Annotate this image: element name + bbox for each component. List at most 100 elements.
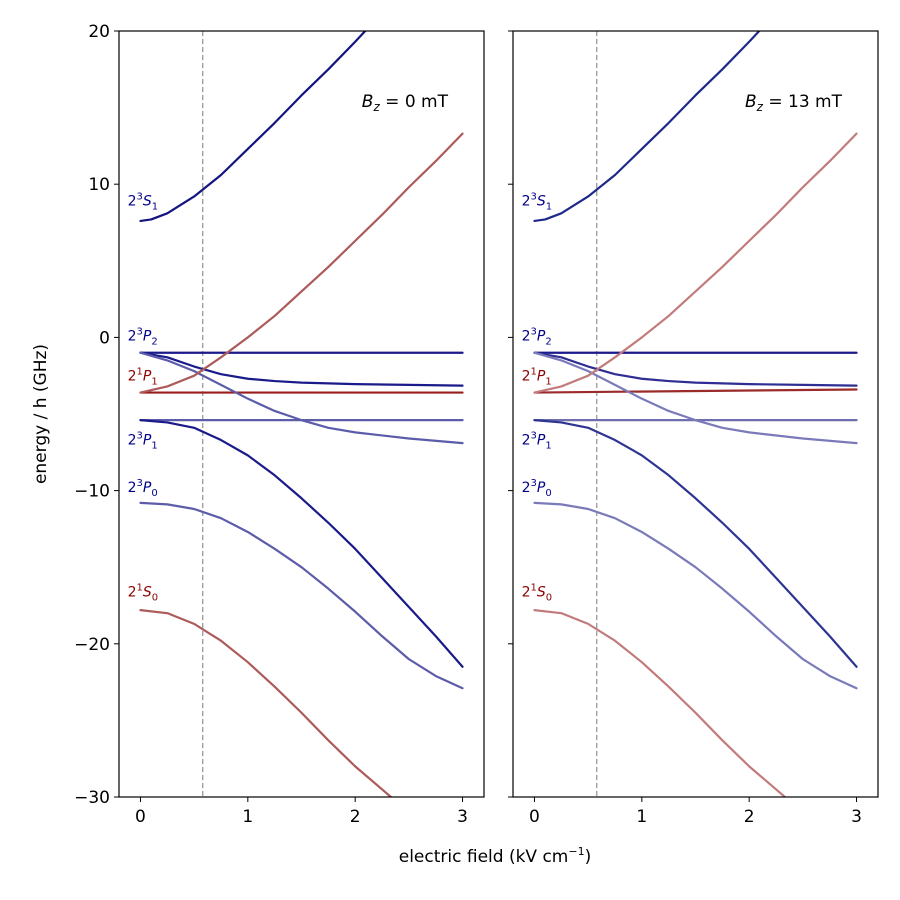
state-label-letter: S [143,194,152,210]
state-label-4: 23P1 [522,431,552,452]
state-label-3: 21P1 [128,366,158,387]
x-tick-label-0: 0 [135,807,146,827]
state-label-letter: P [143,480,152,496]
state-label-sup: 1 [137,582,143,593]
y-tick-label--10: −10 [74,482,110,502]
state-label-sup: 1 [137,366,143,377]
state-label-sup: 3 [531,478,537,489]
state-label-sub: 1 [152,202,158,213]
state-label-sub: 1 [545,441,551,452]
state-label-sub: 0 [546,592,552,603]
series-line-3 [533,351,858,387]
state-label-sub: 1 [151,376,157,387]
state-label-letter: P [537,480,546,496]
state-label-sub: 1 [151,441,157,452]
state-label-3: 21P1 [522,366,552,387]
field-annotation-sub: z [756,100,764,114]
field-annotation: Bz = 0 mT [362,92,449,114]
state-label-prefix: 2 [522,433,531,449]
y-tick-label--30: −30 [74,788,110,808]
x-axis-label-close: ) [585,847,592,867]
state-label-sub: 2 [545,336,551,347]
state-label-sub: 1 [545,376,551,387]
state-label-prefix: 2 [128,368,137,384]
field-annotation-symbol: B [745,92,757,112]
state-label-1: 23S1 [522,192,553,213]
state-label-sub: 0 [151,488,157,499]
x-tick-label-0: 0 [529,807,540,827]
series-line-9 [139,501,464,690]
x-tick-label-2: 2 [744,807,755,827]
x-axis-label: electric field (kV cm−1) [399,845,591,867]
state-label-letter: P [537,328,546,344]
y-axis-label: energy / h (GHz) [31,344,51,484]
state-label-letter: P [143,328,152,344]
state-label-letter: S [143,584,152,600]
state-label-letter: P [143,433,152,449]
y-tick-label-20: 20 [88,22,110,42]
state-label-letter: S [537,194,546,210]
state-label-5: 23P0 [128,478,158,499]
state-label-sup: 3 [137,326,143,337]
plot-area [533,31,858,797]
state-label-1: 23S1 [128,192,159,213]
series-line-1 [139,31,367,223]
series-line-10 [139,609,393,797]
state-label-letter: P [143,368,152,384]
state-label-sup: 3 [531,192,537,203]
field-annotation-value: = 0 mT [380,92,449,112]
state-label-prefix: 2 [128,433,137,449]
series-line-6 [139,351,464,445]
series-line-3 [139,351,464,387]
state-label-sup: 1 [531,366,537,377]
series-line-1 [533,31,761,223]
series-line-6 [533,351,858,445]
state-label-sub: 0 [545,488,551,499]
state-label-prefix: 2 [522,368,531,384]
series-line-7 [139,132,464,394]
state-label-sub: 1 [546,202,552,213]
plot-area [139,31,464,797]
field-annotation-sub: z [372,100,380,114]
state-label-2: 23P2 [522,326,552,347]
state-label-4: 23P1 [128,431,158,452]
field-annotation-symbol: B [362,92,374,112]
axes-frame [118,30,485,798]
x-tick-label-3: 3 [457,807,468,827]
state-label-prefix: 2 [128,480,137,496]
state-label-letter: P [537,433,546,449]
state-label-prefix: 2 [128,584,137,600]
x-tick-label-1: 1 [636,807,647,827]
x-tick-label-2: 2 [350,807,361,827]
y-tick-label-0: 0 [99,328,110,348]
axes-frame [512,30,879,798]
state-label-prefix: 2 [128,194,137,210]
x-tick-label-3: 3 [851,807,862,827]
state-label-5: 23P0 [522,478,552,499]
series-line-10 [533,609,787,797]
state-label-letter: P [537,368,546,384]
field-annotation: Bz = 13 mT [745,92,843,114]
x-axis-label-exponent: −1 [568,845,584,858]
y-tick-label-10: 10 [88,175,110,195]
state-label-prefix: 2 [522,194,531,210]
state-label-sup: 1 [531,582,537,593]
series-line-8 [139,419,464,668]
series-line-8 [533,419,858,668]
state-label-sub: 2 [151,336,157,347]
series-line-4 [533,388,858,394]
x-axis-label-main: electric field (kV cm [399,847,569,867]
y-tick-label--20: −20 [74,635,110,655]
state-label-sup: 3 [137,431,143,442]
series-line-9 [533,501,858,690]
state-label-sup: 3 [531,326,537,337]
series-line-7 [533,132,858,394]
state-label-sub: 0 [152,592,158,603]
state-label-prefix: 2 [522,328,531,344]
state-label-sup: 3 [137,192,143,203]
x-tick-label-1: 1 [242,807,253,827]
state-label-6: 21S0 [522,582,553,603]
state-label-6: 21S0 [128,582,159,603]
